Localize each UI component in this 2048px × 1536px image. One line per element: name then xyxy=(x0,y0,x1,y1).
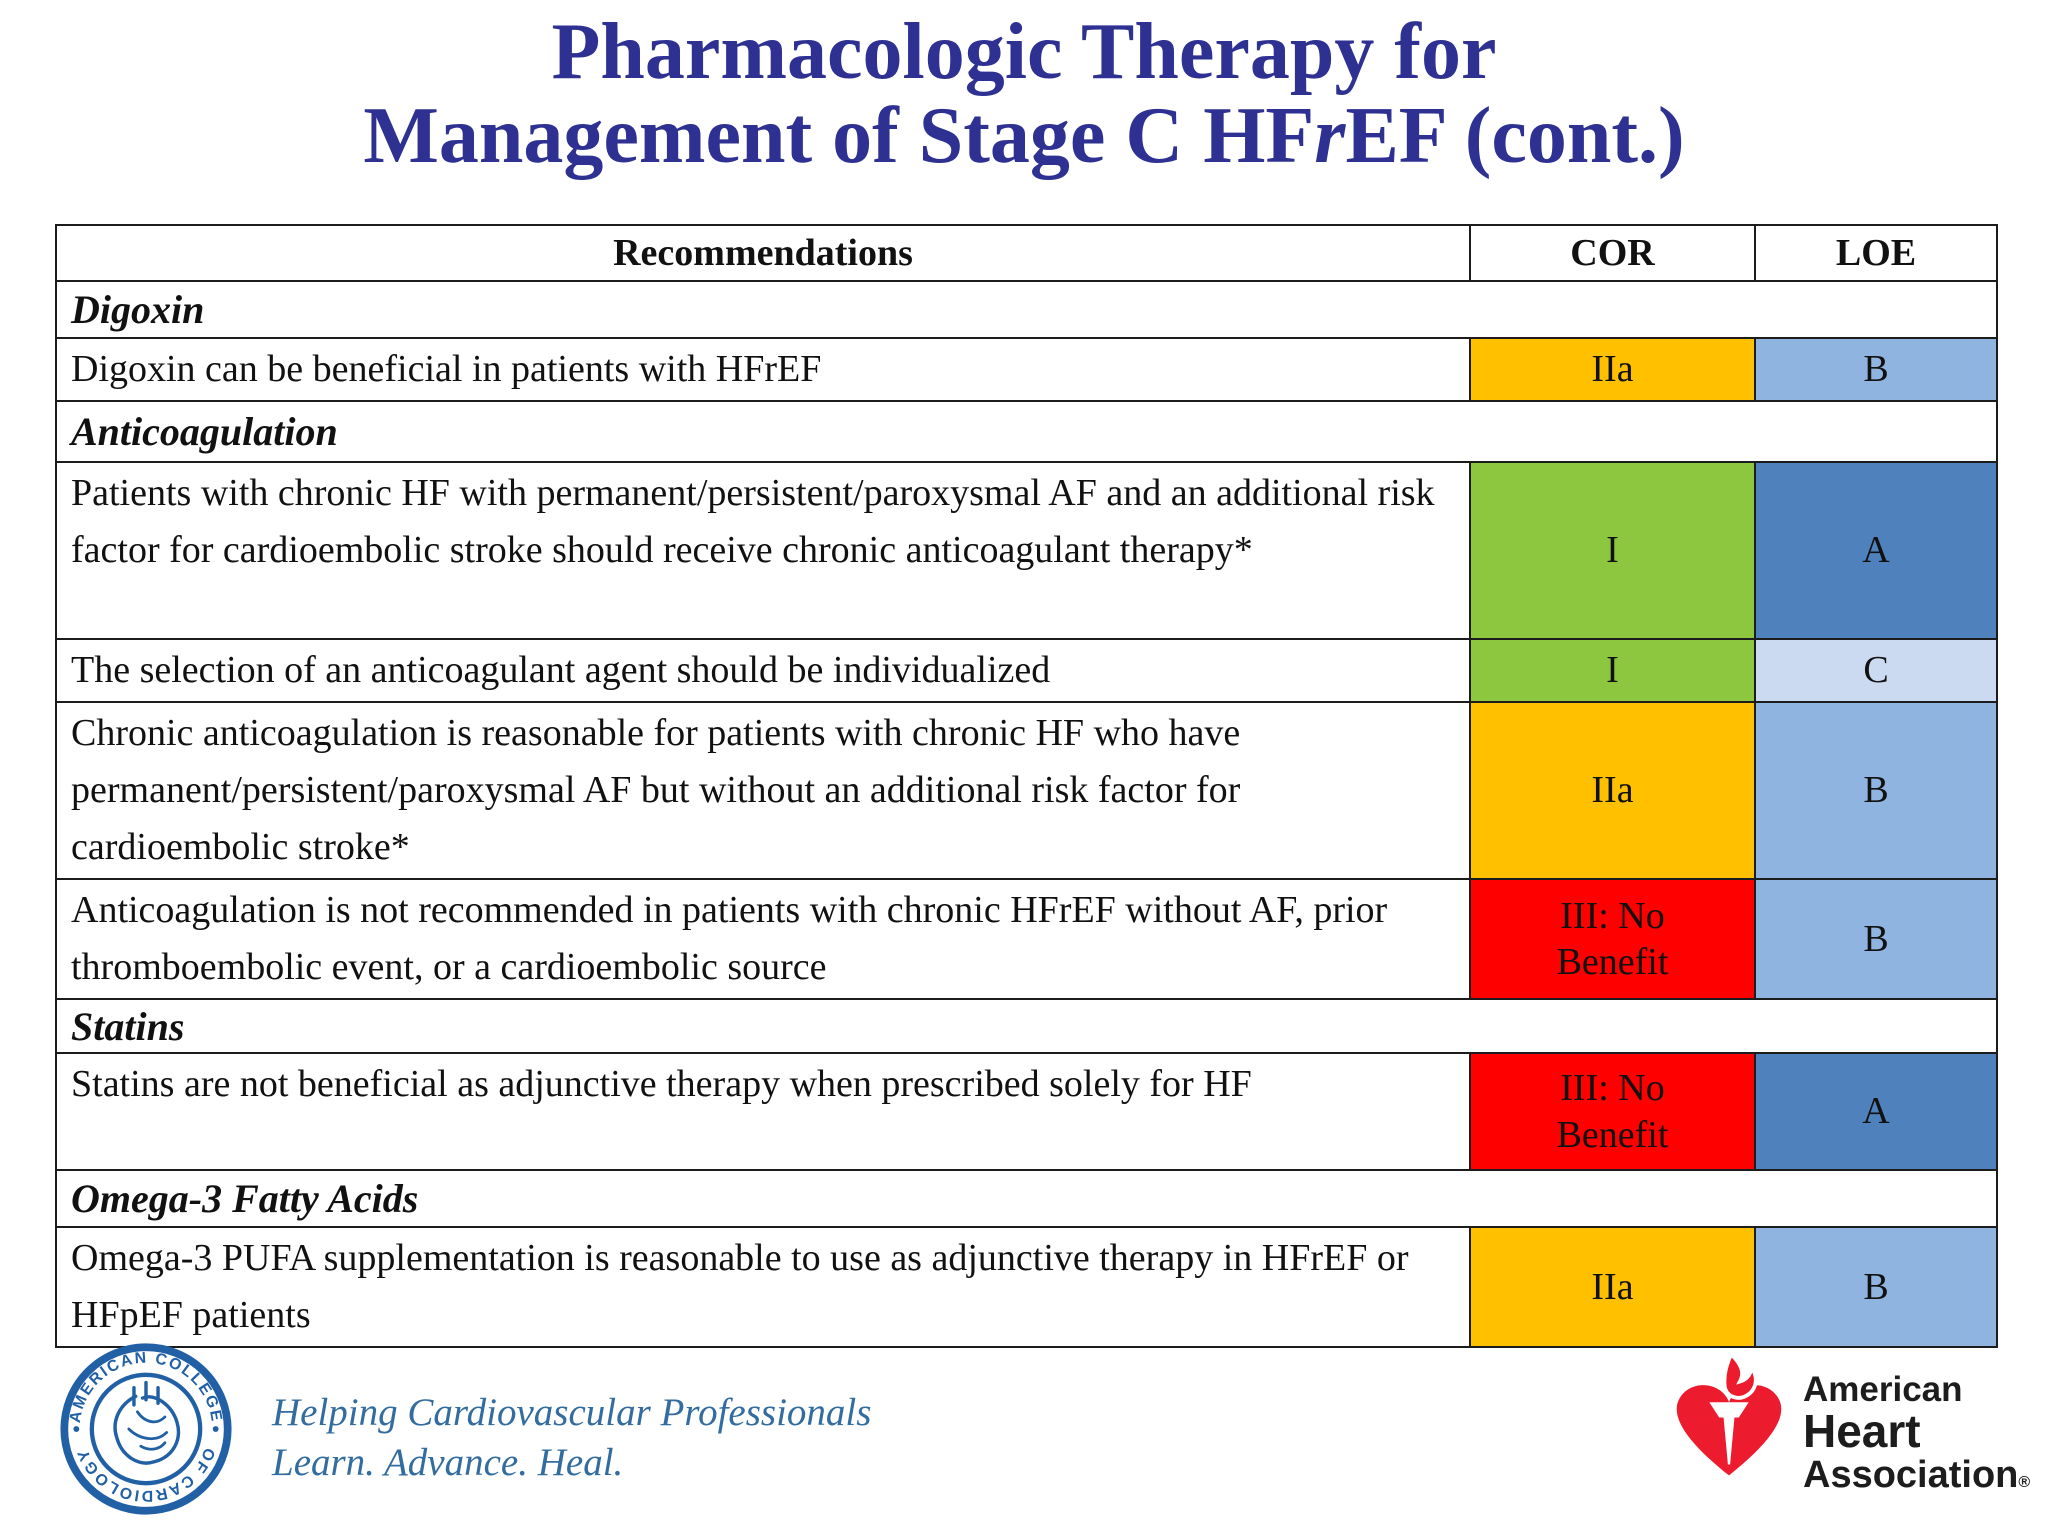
loe-value: B xyxy=(1863,769,1889,812)
aha-text-line1: American xyxy=(1803,1370,1963,1409)
cor-value: I xyxy=(1606,649,1619,692)
loe-cell: C xyxy=(1754,638,1998,703)
slide-title-line1: Pharmacologic Therapy for xyxy=(551,8,1497,96)
loe-value: B xyxy=(1863,348,1889,391)
acc-tagline-line1: Helping Cardiovascular Professionals xyxy=(272,1391,872,1434)
acc-logo-inner-ring xyxy=(89,1372,203,1486)
loe-cell: B xyxy=(1754,878,1998,1000)
aha-text-line2: Heart xyxy=(1803,1405,1921,1457)
loe-cell: A xyxy=(1754,461,1998,640)
section-row: Anticoagulation xyxy=(55,400,1998,463)
cor-cell: IIa xyxy=(1469,701,1756,880)
acc-ring-dot-right xyxy=(212,1426,219,1432)
recommendation-text: Patients with chronic HF with permanent/… xyxy=(55,461,1471,640)
recommendation-text: Omega-3 PUFA supplementation is reasonab… xyxy=(55,1226,1471,1348)
loe-value: A xyxy=(1862,1090,1890,1133)
cor-cell: IIa xyxy=(1469,337,1756,402)
section-header: Omega-3 Fatty Acids xyxy=(55,1169,1998,1228)
cor-cell: III: No Benefit xyxy=(1469,1052,1756,1171)
section-row: Omega-3 Fatty Acids xyxy=(55,1169,1998,1228)
loe-cell: B xyxy=(1754,701,1998,880)
column-header-loe: LOE xyxy=(1754,224,1998,282)
acc-heart-illustration xyxy=(113,1380,181,1465)
title-line2-italic-r: r xyxy=(1314,92,1346,180)
cor-cell: III: No Benefit xyxy=(1469,878,1756,1000)
table-row: Statins are not beneficial as adjunctive… xyxy=(55,1052,1998,1171)
cor-cell: I xyxy=(1469,638,1756,703)
cor-value: IIa xyxy=(1591,769,1634,812)
table-row: Patients with chronic HF with permanent/… xyxy=(55,461,1998,640)
cor-value: III: No Benefit xyxy=(1556,894,1669,983)
aha-registered-mark: ® xyxy=(2018,1474,2031,1491)
cor-value: IIa xyxy=(1591,1265,1634,1308)
recommendation-text: Anticoagulation is not recommended in pa… xyxy=(55,878,1471,1000)
section-header: Digoxin xyxy=(55,280,1998,339)
column-header-recommendations: Recommendations xyxy=(55,224,1471,282)
recommendation-text: Digoxin can be beneficial in patients wi… xyxy=(55,337,1471,402)
section-row: Digoxin xyxy=(55,280,1998,339)
loe-cell: A xyxy=(1754,1052,1998,1171)
loe-value: B xyxy=(1863,917,1889,960)
aha-text-line3: Association® xyxy=(1803,1454,2030,1504)
aha-association-text: Association xyxy=(1803,1454,2019,1496)
section-header: Anticoagulation xyxy=(55,400,1998,463)
slide-title: Pharmacologic Therapy for Management of … xyxy=(0,10,2048,178)
recommendation-text: Chronic anticoagulation is reasonable fo… xyxy=(55,701,1471,880)
table-row: Digoxin can be beneficial in patients wi… xyxy=(55,337,1998,402)
section-header: Statins xyxy=(55,998,1998,1054)
loe-value: C xyxy=(1863,649,1889,692)
column-header-cor: COR xyxy=(1469,224,1756,282)
recommendation-text: The selection of an anticoagulant agent … xyxy=(55,638,1471,703)
aha-heart-torch-icon xyxy=(1676,1352,1782,1476)
cor-value: I xyxy=(1606,529,1619,572)
table-row: Anticoagulation is not recommended in pa… xyxy=(55,878,1998,1000)
loe-cell: B xyxy=(1754,337,1998,402)
loe-value: B xyxy=(1863,1265,1889,1308)
table-header-row: Recommendations COR LOE xyxy=(55,224,1998,282)
table-row: The selection of an anticoagulant agent … xyxy=(55,638,1998,703)
title-line2-post: EF (cont.) xyxy=(1345,92,1685,180)
table-row: Chronic anticoagulation is reasonable fo… xyxy=(55,701,1998,880)
acc-ring-dot-left xyxy=(73,1426,80,1432)
acc-tagline-line2: Learn. Advance. Heal. xyxy=(272,1441,624,1484)
recommendations-table-wrap: Recommendations COR LOE Digoxin Digoxin c… xyxy=(55,224,1998,1348)
section-row: Statins xyxy=(55,998,1998,1054)
cor-value: III: No Benefit xyxy=(1556,1067,1669,1156)
loe-cell: B xyxy=(1754,1226,1998,1348)
acc-tagline: Helping Cardiovascular Professionals Lea… xyxy=(272,1388,871,1488)
title-line2-pre: Management of Stage C HF xyxy=(363,92,1315,180)
cor-cell: I xyxy=(1469,461,1756,640)
table-body: Digoxin Digoxin can be beneficial in pati… xyxy=(55,280,1998,1348)
table-row: Omega-3 PUFA supplementation is reasonab… xyxy=(55,1226,1998,1348)
acc-logo: AMERICAN COLLEGE OF CARDIOLOGY xyxy=(60,1343,232,1515)
recommendations-table: Recommendations COR LOE Digoxin Digoxin c… xyxy=(55,224,1998,1348)
cor-value: IIa xyxy=(1591,348,1634,391)
recommendation-text: Statins are not beneficial as adjunctive… xyxy=(55,1052,1471,1171)
cor-cell: IIa xyxy=(1469,1226,1756,1348)
slide-title-line2: Management of Stage C HFrEF (cont.) xyxy=(0,94,2048,178)
aha-logo-text: American Heart Association® xyxy=(1803,1372,2030,1504)
loe-value: A xyxy=(1862,529,1890,572)
